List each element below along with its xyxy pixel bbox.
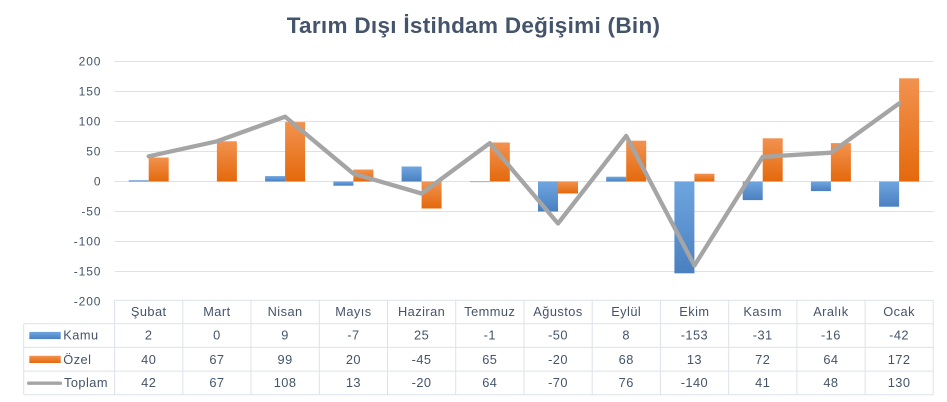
svg-text:64: 64 <box>482 375 497 390</box>
svg-text:-20: -20 <box>548 352 568 367</box>
svg-text:67: 67 <box>209 352 224 367</box>
svg-text:-7: -7 <box>347 328 359 343</box>
svg-text:-70: -70 <box>548 375 568 390</box>
svg-text:0: 0 <box>94 175 102 189</box>
svg-text:67: 67 <box>209 375 224 390</box>
svg-text:Tarım Dışı İstihdam Değişimi (: Tarım Dışı İstihdam Değişimi (Bin) <box>287 13 661 38</box>
svg-text:100: 100 <box>79 115 102 129</box>
svg-text:48: 48 <box>823 375 838 390</box>
svg-text:Kamu: Kamu <box>63 328 98 343</box>
svg-text:200: 200 <box>79 55 102 69</box>
svg-text:Ocak: Ocak <box>883 304 915 319</box>
svg-text:13: 13 <box>346 375 361 390</box>
svg-text:Mayıs: Mayıs <box>335 304 371 319</box>
svg-text:Mart: Mart <box>203 304 230 319</box>
svg-text:9: 9 <box>281 328 289 343</box>
svg-text:-140: -140 <box>681 375 708 390</box>
svg-text:41: 41 <box>755 375 770 390</box>
svg-text:-50: -50 <box>81 205 101 219</box>
svg-text:8: 8 <box>622 328 630 343</box>
svg-text:64: 64 <box>823 352 838 367</box>
svg-text:108: 108 <box>274 375 297 390</box>
svg-text:25: 25 <box>414 328 429 343</box>
svg-text:150: 150 <box>79 85 102 99</box>
svg-text:-200: -200 <box>74 295 102 309</box>
svg-text:Ekim: Ekim <box>679 304 709 319</box>
svg-text:Nisan: Nisan <box>268 304 303 319</box>
svg-text:Kasım: Kasım <box>743 304 782 319</box>
svg-text:65: 65 <box>482 352 497 367</box>
svg-text:13: 13 <box>687 352 702 367</box>
svg-text:130: 130 <box>888 375 911 390</box>
svg-text:172: 172 <box>888 352 911 367</box>
svg-text:-153: -153 <box>681 328 708 343</box>
svg-text:99: 99 <box>278 352 293 367</box>
svg-text:Şubat: Şubat <box>131 304 167 319</box>
svg-text:-31: -31 <box>753 328 773 343</box>
svg-text:40: 40 <box>141 352 156 367</box>
svg-text:Haziran: Haziran <box>398 304 445 319</box>
svg-text:-20: -20 <box>412 375 432 390</box>
svg-text:-16: -16 <box>821 328 841 343</box>
svg-text:20: 20 <box>346 352 361 367</box>
svg-text:Eylül: Eylül <box>611 304 641 319</box>
svg-text:76: 76 <box>619 375 634 390</box>
svg-text:Aralık: Aralık <box>813 304 849 319</box>
svg-text:-150: -150 <box>74 265 102 279</box>
svg-text:2: 2 <box>145 328 153 343</box>
svg-text:Özel: Özel <box>63 352 91 367</box>
svg-text:Temmuz: Temmuz <box>464 304 515 319</box>
svg-text:50: 50 <box>86 145 101 159</box>
svg-text:-1: -1 <box>484 328 496 343</box>
svg-text:-42: -42 <box>889 328 909 343</box>
svg-text:-100: -100 <box>74 235 102 249</box>
svg-text:-50: -50 <box>548 328 568 343</box>
svg-text:68: 68 <box>619 352 634 367</box>
svg-text:-45: -45 <box>412 352 432 367</box>
svg-text:0: 0 <box>213 328 221 343</box>
svg-text:Ağustos: Ağustos <box>533 304 582 319</box>
svg-text:42: 42 <box>141 375 156 390</box>
svg-text:72: 72 <box>755 352 770 367</box>
svg-text:Toplam: Toplam <box>64 375 108 390</box>
